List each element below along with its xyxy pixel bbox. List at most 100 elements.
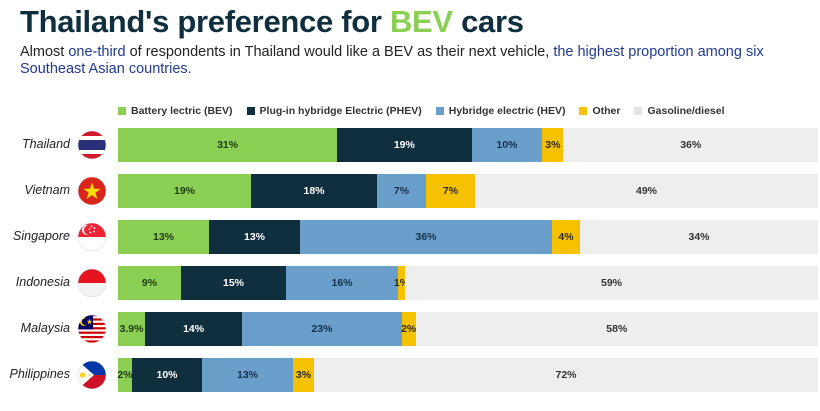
bar-label-indonesia-phev: 15%: [222, 277, 244, 289]
bar-label-indonesia-gas: 59%: [600, 277, 622, 289]
bar-thailand-hev: 10%: [471, 128, 543, 162]
bar-label-vietnam-phev: 18%: [303, 185, 325, 197]
bar-label-malaysia-hev: 23%: [311, 323, 333, 335]
bar-label-thailand-phev: 19%: [393, 139, 415, 151]
legend-item-bev: Battery lectric (BEV): [118, 105, 233, 117]
bar-vietnam-hev: 7%: [377, 174, 426, 208]
flag-indonesia-icon: [77, 268, 107, 303]
subtitle-part-1: Almost: [20, 44, 69, 60]
bar-row-vietnam: 19% 18% 7% 7% 49%: [118, 174, 818, 208]
bar-malaysia-phev: 14%: [145, 312, 243, 346]
flag-malaysia-icon: [77, 314, 107, 349]
country-label-philippines: Philippines: [9, 367, 70, 381]
bar-indonesia-hev: 16%: [286, 266, 398, 300]
legend-swatch-phev: [246, 107, 255, 115]
bar-singapore-gas: 34%: [580, 220, 818, 254]
title-highlight: BEV: [389, 4, 453, 39]
bar-malaysia-bev: 3.9%: [118, 312, 146, 346]
country-label-malaysia: Malaysia: [20, 321, 70, 335]
bar-thailand-phev: 19%: [337, 128, 472, 162]
legend-swatch-bev: [118, 107, 126, 115]
country-label-singapore: Singapore: [13, 229, 70, 243]
legend-label-phev: Plug-in hybridge Electric (PHEV): [259, 105, 422, 117]
bar-label-philippines-gas: 72%: [555, 369, 577, 381]
bar-philippines-other: 3%: [293, 358, 314, 392]
bar-label-vietnam-hev: 7%: [393, 185, 410, 197]
legend-label-hev: Hybridge electric (HEV): [448, 105, 566, 117]
bar-label-thailand-gas: 36%: [680, 139, 702, 151]
legend-label-bev: Battery lectric (BEV): [131, 105, 233, 117]
bar-label-indonesia-bev: 9%: [141, 277, 158, 289]
legend-item-hev: Hybridge electric (HEV): [435, 105, 566, 117]
flag-philippines-icon: [77, 360, 107, 395]
chart-subtitle: Almost one-third of respondents in Thail…: [20, 44, 810, 78]
bar-malaysia-gas: 58%: [415, 312, 818, 346]
bar-row-indonesia: 9% 15% 16% 1% 59%: [118, 266, 818, 300]
bar-label-singapore-bev: 13%: [152, 231, 174, 243]
bar-malaysia-hev: 23%: [242, 312, 402, 346]
subtitle-highlight-1: one-third: [68, 44, 126, 60]
bar-thailand-gas: 36%: [563, 128, 818, 162]
bar-row-philippines: 2% 10% 13% 3% 72%: [117, 358, 818, 392]
bar-label-vietnam-gas: 49%: [635, 185, 657, 197]
chart-legend: Battery lectric (BEV) Plug-in hybridge El…: [118, 103, 725, 119]
bar-thailand-bev: 31%: [118, 128, 338, 162]
bar-vietnam-gas: 49%: [475, 174, 818, 208]
bar-label-philippines-bev: 2%: [117, 369, 133, 381]
bar-indonesia-bev: 9%: [118, 266, 181, 300]
bar-singapore-phev: 13%: [209, 220, 300, 254]
chart-title: Thailand's preference for BEV cars: [20, 4, 524, 40]
bar-row-malaysia: 3.9% 14% 23% 2% 58%: [118, 312, 818, 346]
bar-label-thailand-other: 3%: [545, 139, 561, 151]
bar-label-singapore-phev: 13%: [243, 231, 265, 243]
bar-vietnam-bev: 19%: [118, 174, 251, 208]
bar-label-singapore-gas: 34%: [688, 231, 710, 243]
subtitle-part-2: of respondents in Thailand would like a …: [125, 44, 554, 60]
flag-singapore-icon: [77, 222, 107, 257]
bar-label-vietnam-other: 7%: [442, 185, 459, 197]
legend-swatch-hev: [435, 107, 444, 115]
legend-item-phev: Plug-in hybridge Electric (PHEV): [246, 105, 422, 117]
bar-vietnam-other: 7%: [426, 174, 475, 208]
bar-label-singapore-hev: 36%: [415, 231, 437, 243]
legend-label-gas: Gasoline/diesel: [647, 105, 725, 117]
subtitle-highlight-2: the highest proportion among six Southea…: [20, 44, 764, 77]
bar-label-thailand-bev: 31%: [217, 139, 239, 151]
bar-label-singapore-other: 4%: [558, 231, 574, 243]
bar-label-thailand-hev: 10%: [496, 139, 518, 151]
country-label-thailand: Thailand: [22, 137, 70, 151]
legend-swatch-gas: [634, 107, 643, 115]
country-label-vietnam: Vietnam: [24, 183, 70, 197]
legend-swatch-other: [579, 107, 588, 115]
bar-singapore-other: 4%: [552, 220, 580, 254]
bar-vietnam-phev: 18%: [251, 174, 377, 208]
bar-row-singapore: 13% 13% 36% 4% 34%: [118, 220, 818, 254]
legend-item-other: Other: [579, 105, 620, 117]
bar-philippines-gas: 72%: [314, 358, 818, 392]
flag-vietnam-icon: [77, 176, 107, 211]
bar-label-philippines-hev: 13%: [236, 369, 258, 381]
bar-singapore-hev: 36%: [300, 220, 552, 254]
bar-singapore-bev: 13%: [118, 220, 209, 254]
bar-label-philippines-other: 3%: [295, 369, 312, 381]
legend-label-other: Other: [592, 105, 621, 117]
bar-row-thailand: 31% 19% 10% 3% 36%: [118, 128, 818, 162]
country-label-indonesia: Indonesia: [15, 275, 70, 289]
bar-indonesia-gas: 59%: [405, 266, 818, 300]
title-prefix: Thailand's preference for: [20, 4, 390, 39]
bar-label-vietnam-bev: 19%: [173, 185, 195, 197]
flag-thailand-icon: [77, 130, 107, 165]
bar-label-philippines-phev: 10%: [156, 369, 178, 381]
bar-label-malaysia-gas: 58%: [606, 323, 628, 335]
bar-label-malaysia-phev: 14%: [183, 323, 205, 335]
bar-philippines-hev: 13%: [202, 358, 293, 392]
legend-item-gas: Gasoline/diesel: [634, 105, 725, 117]
bar-indonesia-other: 1%: [394, 266, 409, 300]
bar-label-malaysia-other: 2%: [401, 323, 417, 335]
bar-philippines-bev: 2%: [117, 358, 133, 392]
bar-indonesia-phev: 15%: [181, 266, 286, 300]
bar-label-indonesia-hev: 16%: [331, 277, 353, 289]
bar-malaysia-other: 2%: [401, 312, 417, 346]
title-suffix: cars: [452, 4, 524, 39]
bar-label-malaysia-bev: 3.9%: [119, 323, 144, 335]
